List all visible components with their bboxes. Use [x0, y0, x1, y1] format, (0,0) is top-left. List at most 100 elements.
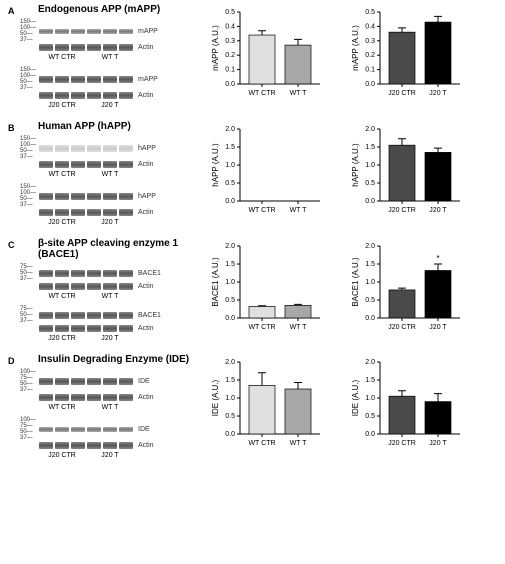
svg-text:1.0: 1.0 — [365, 279, 375, 286]
blot-band — [119, 92, 133, 99]
mw-markers: 150—100—50—37— — [20, 184, 38, 208]
blot-band — [39, 270, 53, 277]
chart-bar — [425, 152, 451, 201]
blot-row-label: Actin — [138, 442, 154, 449]
blot-band — [39, 209, 53, 216]
blot-band — [55, 394, 69, 401]
bar-chart: 0.00.51.01.52.0hAPP (A.U.)J20 CTRJ20 T — [350, 121, 470, 221]
panel-title: Human APP (hAPP) — [38, 121, 200, 132]
svg-text:2.0: 2.0 — [365, 126, 375, 133]
blot-lane-group — [38, 91, 134, 100]
chart-bar — [389, 290, 415, 318]
blot-band — [87, 76, 101, 83]
blot-band — [55, 92, 69, 99]
blot-lane-group — [38, 377, 134, 386]
blot-row-label: Actin — [138, 325, 154, 332]
blot-band — [71, 283, 85, 290]
blot-band — [103, 145, 117, 152]
blot-band — [119, 442, 133, 449]
blot-band — [39, 378, 53, 385]
blot-band — [87, 270, 101, 277]
blot-band — [119, 161, 133, 168]
condition-labels: WT CTRWT T — [20, 171, 200, 178]
blot-band — [119, 76, 133, 83]
western-blot-set: 150—100—50—37—mAPPActinWT CTRWT T — [20, 19, 200, 61]
svg-text:BACE1 (A.U.): BACE1 (A.U.) — [351, 257, 360, 307]
bar-chart: 0.00.51.01.52.0BACE1 (A.U.)WT CTRWT T — [210, 238, 330, 338]
chart-column: 0.00.51.01.52.0IDE (A.U.)WT CTRWT T — [200, 354, 340, 454]
condition-labels: WT CTRWT T — [20, 293, 200, 300]
chart-bar — [285, 45, 311, 84]
bar-chart: 0.00.51.01.52.0hAPP (A.U.)WT CTRWT T — [210, 121, 330, 221]
condition-labels: J20 CTRJ20 T — [20, 102, 200, 109]
bar-chart: 0.00.10.20.30.40.5mAPP (A.U.)J20 CTRJ20 … — [350, 4, 470, 104]
blot-band — [103, 29, 117, 34]
blot-band — [39, 145, 53, 152]
western-blot-set: 150—100—50—37—hAPPActinJ20 CTRJ20 T — [20, 184, 200, 226]
western-blot-set: 75—50—37—BACE1ActinJ20 CTRJ20 T — [20, 306, 200, 342]
blot-band — [119, 427, 133, 432]
chart-column: 0.00.51.01.52.0BACE1 (A.U.)J20 CTR*J20 T — [340, 238, 480, 338]
blot-band — [119, 29, 133, 34]
western-blot-set: 100—75—50—37—IDEActinWT CTRWT T — [20, 369, 200, 411]
blot-band — [39, 312, 53, 319]
blot-band — [103, 209, 117, 216]
blot-lane-group — [38, 43, 134, 52]
svg-text:1.0: 1.0 — [365, 395, 375, 402]
blot-row-label: Actin — [138, 161, 154, 168]
chart-bar — [389, 396, 415, 434]
condition-labels: WT CTRWT T — [20, 54, 200, 61]
svg-text:0.5: 0.5 — [225, 413, 235, 420]
blot-band — [71, 312, 85, 319]
blot-band — [55, 325, 69, 332]
blot-band — [39, 161, 53, 168]
svg-text:0.4: 0.4 — [225, 23, 235, 30]
condition-labels: J20 CTRJ20 T — [20, 219, 200, 226]
blot-lane-group — [38, 269, 134, 278]
svg-text:2.0: 2.0 — [365, 359, 375, 366]
blot-band — [87, 161, 101, 168]
svg-text:0.0: 0.0 — [365, 198, 375, 205]
blot-band — [39, 193, 53, 200]
blot-band — [103, 427, 117, 432]
svg-text:0.0: 0.0 — [365, 81, 375, 88]
svg-text:WT T: WT T — [290, 440, 308, 447]
blot-band — [87, 44, 101, 51]
svg-text:0.5: 0.5 — [365, 180, 375, 187]
svg-text:1.5: 1.5 — [225, 377, 235, 384]
chart-bar — [249, 35, 275, 84]
blot-band — [87, 29, 101, 34]
mw-markers: 150—100—50—37— — [20, 19, 38, 43]
western-blot-set: 100—75—50—37—IDEActinJ20 CTRJ20 T — [20, 417, 200, 459]
svg-text:WT CTR: WT CTR — [248, 90, 275, 97]
blot-band — [71, 161, 85, 168]
svg-text:hAPP (A.U.): hAPP (A.U.) — [351, 143, 360, 187]
western-blot-set: 150—100—50—37—mAPPActinJ20 CTRJ20 T — [20, 67, 200, 109]
blot-band — [55, 442, 69, 449]
blot-band — [71, 76, 85, 83]
chart-column: 0.00.10.20.30.40.5mAPP (A.U.)WT CTRWT T — [200, 4, 340, 104]
svg-text:0.1: 0.1 — [365, 67, 375, 74]
svg-text:0.0: 0.0 — [365, 315, 375, 322]
mw-markers: 75—50—37— — [20, 264, 38, 282]
blot-band — [119, 378, 133, 385]
blot-band — [119, 209, 133, 216]
blot-band — [55, 44, 69, 51]
svg-text:1.0: 1.0 — [365, 162, 375, 169]
svg-text:J20 CTR: J20 CTR — [388, 440, 416, 447]
blot-lane-group — [38, 208, 134, 217]
blot-band — [71, 193, 85, 200]
svg-text:2.0: 2.0 — [225, 126, 235, 133]
blot-band — [87, 325, 101, 332]
svg-text:mAPP (A.U.): mAPP (A.U.) — [211, 25, 220, 71]
svg-text:2.0: 2.0 — [365, 243, 375, 250]
blot-band — [103, 325, 117, 332]
blot-lane-group — [38, 393, 134, 402]
mw-markers: 150—100—50—37— — [20, 136, 38, 160]
svg-text:J20 T: J20 T — [429, 207, 447, 214]
blot-band — [103, 161, 117, 168]
blot-band — [55, 312, 69, 319]
svg-text:WT T: WT T — [290, 90, 308, 97]
chart-bar — [285, 305, 311, 318]
blot-band — [103, 92, 117, 99]
